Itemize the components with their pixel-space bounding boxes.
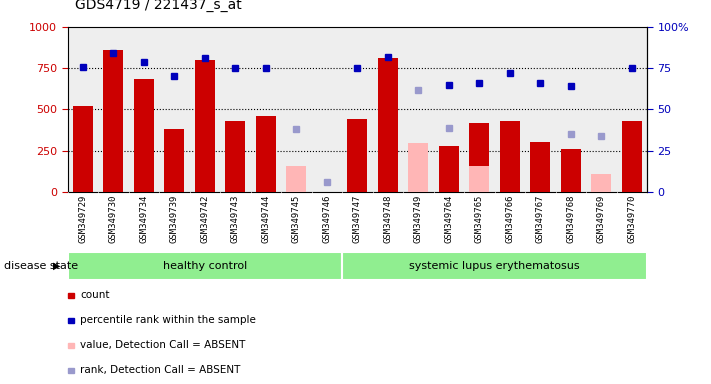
Bar (530, 142, 550, 192)
Bar (287, 166, 306, 192)
Text: GSM349770: GSM349770 (627, 195, 636, 243)
Text: GSM349742: GSM349742 (201, 195, 209, 243)
Bar (622, 121, 641, 192)
Bar (439, 146, 459, 192)
Text: ▶: ▶ (53, 261, 60, 271)
Text: GSM349769: GSM349769 (597, 195, 606, 243)
Bar (73, 106, 92, 192)
Text: GDS4719 / 221437_s_at: GDS4719 / 221437_s_at (75, 0, 242, 12)
Text: count: count (80, 290, 109, 300)
Text: GSM349744: GSM349744 (261, 195, 270, 243)
Text: GSM349768: GSM349768 (566, 195, 575, 243)
Text: rank, Detection Call = ABSENT: rank, Detection Call = ABSENT (80, 365, 240, 375)
Bar (225, 121, 245, 192)
Text: GSM349743: GSM349743 (231, 195, 240, 243)
Text: GSM349729: GSM349729 (78, 195, 87, 243)
Text: GSM349745: GSM349745 (292, 195, 301, 243)
Bar (408, 143, 428, 192)
Text: value, Detection Call = ABSENT: value, Detection Call = ABSENT (80, 340, 245, 350)
Bar (469, 124, 489, 192)
Bar (500, 121, 520, 192)
Bar (469, 166, 489, 192)
Bar (561, 149, 581, 192)
Bar (592, 174, 611, 192)
Text: GSM349765: GSM349765 (475, 195, 483, 243)
Text: disease state: disease state (4, 261, 77, 271)
Text: GSM349746: GSM349746 (322, 195, 331, 243)
Text: GSM349748: GSM349748 (383, 195, 392, 243)
Text: GSM349747: GSM349747 (353, 195, 362, 243)
Text: GSM349766: GSM349766 (506, 195, 514, 243)
Text: healthy control: healthy control (163, 261, 247, 271)
Text: GSM349749: GSM349749 (414, 195, 423, 243)
Text: GSM349739: GSM349739 (170, 195, 178, 243)
Bar (195, 60, 215, 192)
Bar (348, 119, 367, 192)
Bar (103, 50, 123, 192)
Bar (134, 79, 154, 192)
Text: systemic lupus erythematosus: systemic lupus erythematosus (410, 261, 580, 271)
Text: percentile rank within the sample: percentile rank within the sample (80, 315, 256, 325)
Text: GSM349764: GSM349764 (444, 195, 454, 243)
Bar (256, 116, 276, 192)
Bar (378, 58, 397, 192)
Bar (164, 129, 184, 192)
Bar (342, 252, 647, 280)
Text: GSM349730: GSM349730 (109, 195, 118, 243)
Text: GSM349734: GSM349734 (139, 195, 149, 243)
Text: GSM349767: GSM349767 (536, 195, 545, 243)
Bar (68, 252, 342, 280)
